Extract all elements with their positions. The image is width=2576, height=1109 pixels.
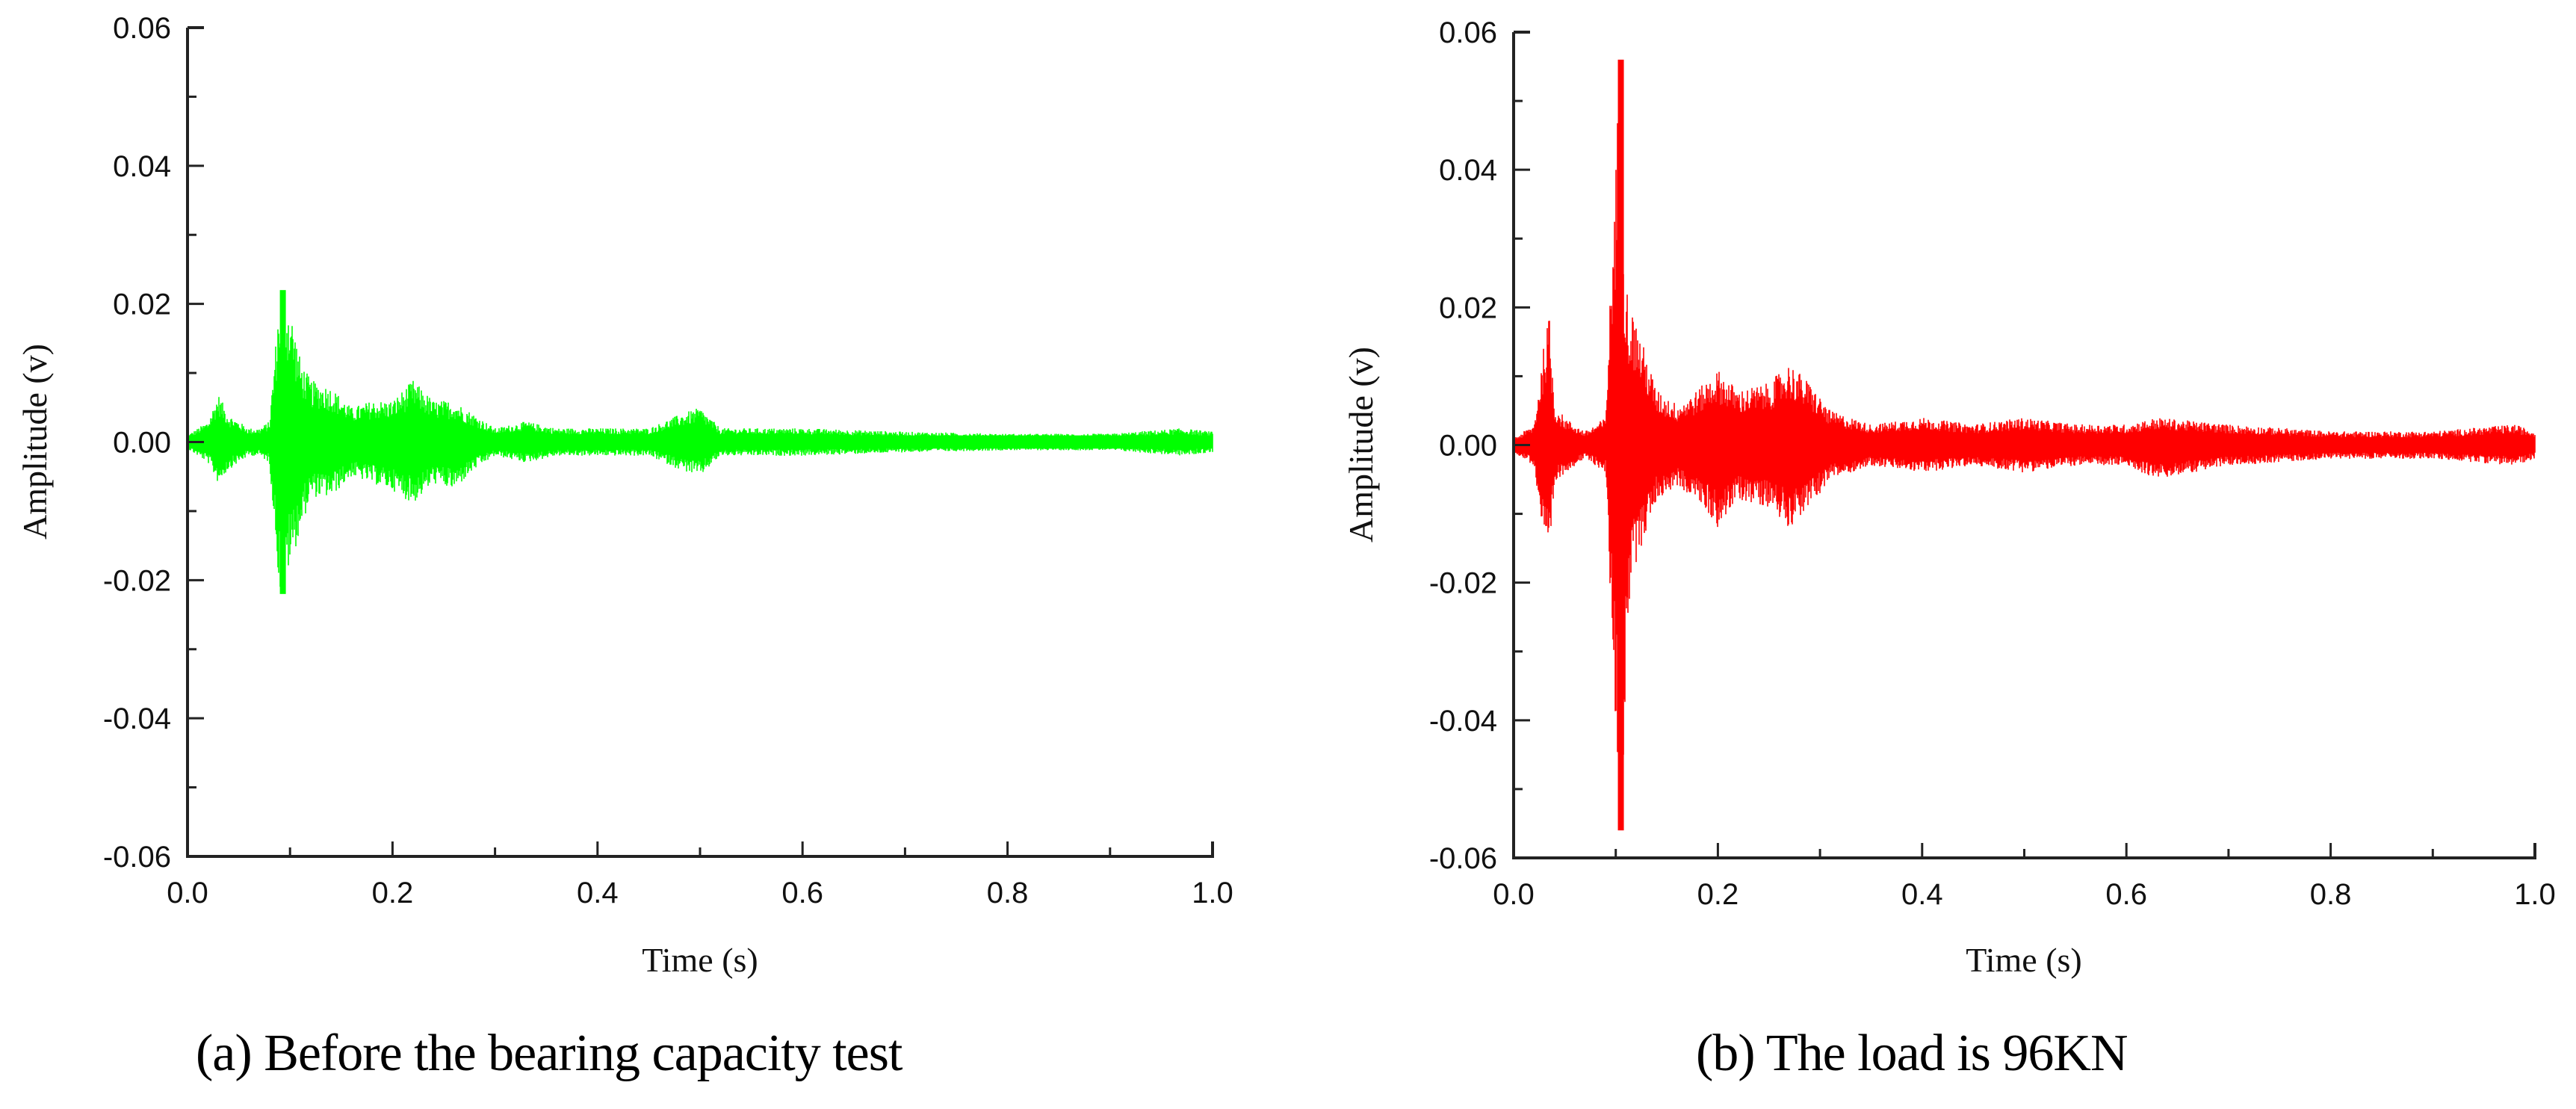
svg-text:-0.02: -0.02 [1429,567,1497,600]
svg-text:1.0: 1.0 [1192,877,1233,909]
axes-b: 0.06 0.04 0.02 0.00 -0.02 -0.04 -0.060.0 0.2 0.4… [1429,16,2556,911]
svg-text:0.06: 0.06 [1439,16,1497,49]
y-axis-title: Amplitude (v) [16,344,54,540]
svg-text:0.02: 0.02 [113,288,171,321]
svg-text:-0.06: -0.06 [103,841,171,874]
svg-text:0.02: 0.02 [1439,291,1497,324]
svg-text:-0.04: -0.04 [1429,705,1497,738]
svg-text:-0.06: -0.06 [1429,842,1497,875]
svg-text:0.2: 0.2 [1697,878,1739,911]
panel-b: 0.06 0.04 0.02 0.00 -0.02 -0.04 -0.06 0.0 0.2 0.4… [1288,0,2576,1109]
svg-text:0.00: 0.00 [1439,430,1497,463]
axes-a: 0.06 0.04 0.02 0.00 -0.02 -0.04 -0.060.0 0.2 0.4… [103,12,1233,909]
svg-text:-0.02: -0.02 [103,564,171,597]
svg-text:0.2: 0.2 [372,877,414,909]
svg-text:0.0: 0.0 [167,877,208,909]
svg-text:0.0: 0.0 [1493,878,1535,911]
svg-text:-0.04: -0.04 [103,702,171,735]
panel-a: 0.06 0.04 0.02 0.00 -0.02 -0.04 -0.06 0.0 0.2 0.4… [16,12,1233,1082]
svg-text:1.0: 1.0 [2514,878,2556,911]
svg-text:0.8: 0.8 [2310,878,2352,911]
svg-text:0.00: 0.00 [113,427,171,460]
x-axis-title: Time (s) [642,941,758,979]
x-axis-title: Time (s) [1966,941,2082,979]
svg-text:0.6: 0.6 [2105,878,2147,911]
svg-text:0.06: 0.06 [113,12,171,45]
svg-text:0.4: 0.4 [577,877,619,909]
svg-text:0.6: 0.6 [781,877,823,909]
chart-a: 0.06 0.04 0.02 0.00 -0.02 -0.04 -0.060.0 0.2 0.4… [16,12,1233,979]
waveform-a [187,290,1213,594]
waveform-b [1513,59,2536,831]
svg-text:0.4: 0.4 [1901,878,1943,911]
svg-text:0.8: 0.8 [987,877,1029,909]
caption-b: (b) The load is 96KN [1696,1025,2128,1082]
chart-b: 0.06 0.04 0.02 0.00 -0.02 -0.04 -0.060.0 0.2 0.4… [1342,16,2556,979]
svg-text:0.04: 0.04 [113,150,171,183]
y-axis-title: Amplitude (v) [1342,347,1380,543]
svg-text:0.04: 0.04 [1439,154,1497,187]
caption-a: (a) Before the bearing capacity test [196,1025,902,1082]
